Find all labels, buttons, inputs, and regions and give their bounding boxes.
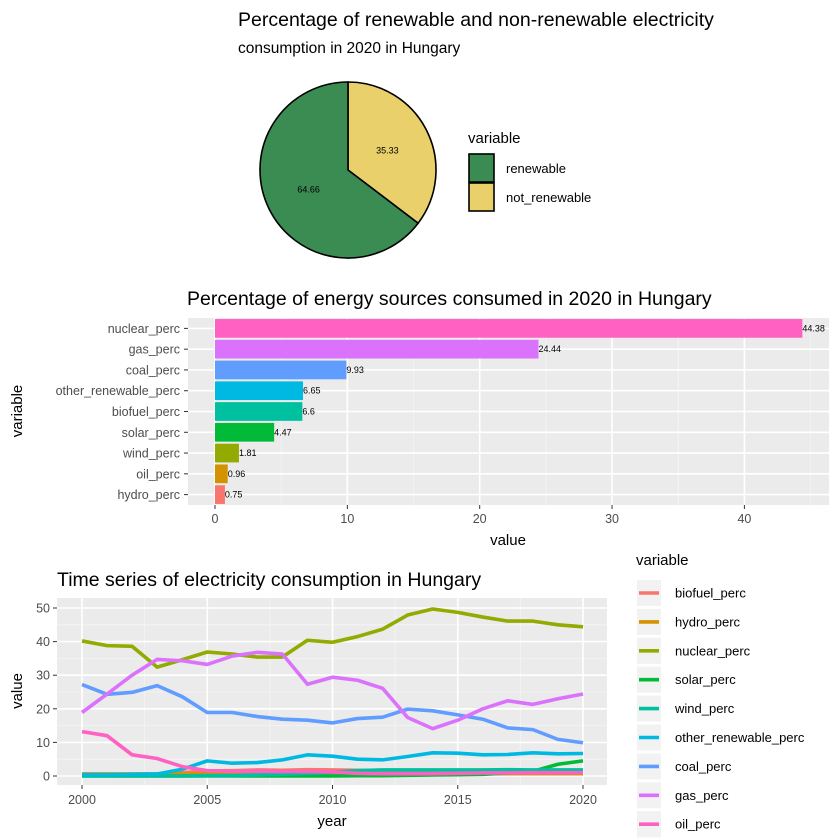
line-series-nuclear-perc: [81, 607, 584, 669]
pie-title: Percentage of renewable and non-renewabl…: [238, 9, 714, 31]
line-legend-label-wind-perc: wind_perc: [674, 701, 735, 716]
line-legend-label-biofuel-perc: biofuel_perc: [675, 586, 746, 601]
bar-x-tick-label: 0: [212, 512, 219, 526]
line-legend-label-gas-perc: gas_perc: [675, 788, 729, 803]
bar-wind-perc: [215, 443, 239, 463]
bar-marks: [215, 319, 803, 504]
bar-category-label-gas-perc: gas_perc: [129, 343, 180, 357]
bar-other-renewable-perc: [215, 381, 304, 401]
line-series: [80, 607, 584, 778]
line-x-axis-title: year: [317, 813, 346, 830]
bar-value-label-gas-perc: 24.44: [538, 344, 561, 354]
bar-value-label-hydro-perc: 0.75: [225, 490, 243, 500]
line-series-oil-perc: [81, 729, 583, 776]
pie-label-renewable: 64.66: [297, 185, 320, 195]
line-legend-label-other-renewable-perc: other_renewable_perc: [675, 730, 805, 745]
pie-value-labels: 35.33 64.66: [297, 145, 398, 194]
bar-value-label-biofuel-perc: 6.6: [302, 407, 315, 417]
bar-oil-perc: [215, 464, 228, 484]
bar-chart: Percentage of energy sources consumed in…: [9, 288, 829, 549]
bar-value-label-coal-perc: 9.93: [346, 365, 364, 375]
bar-category-label-other-renewable-perc: other_renewable_perc: [56, 384, 180, 398]
line-series-other-renewable-perc: [82, 751, 584, 777]
line-x-tick-label: 2005: [193, 793, 221, 807]
pie-subtitle: consumption in 2020 in Hungary: [238, 40, 461, 57]
pie-slice-not-renewable: [347, 81, 437, 225]
line-title: Time series of electricity consumption i…: [57, 569, 481, 591]
pie-legend-label-not-renewable: not_renewable: [506, 190, 591, 205]
line-y-tick-label: 50: [36, 602, 50, 616]
line-y-tick-label: 10: [36, 736, 50, 750]
line-legend-label-coal-perc: coal_perc: [675, 759, 732, 774]
line-legend-title: variable: [636, 552, 689, 569]
bar-solar-perc: [215, 422, 275, 442]
bar-category-label-coal-perc: coal_perc: [126, 363, 180, 377]
line-x-tick-label: 2020: [569, 793, 597, 807]
bar-category-label-oil-perc: oil_perc: [136, 467, 180, 481]
line-legend-label-oil-perc: oil_perc: [675, 817, 721, 832]
line-legend-label-hydro-perc: hydro_perc: [675, 614, 741, 629]
line-x-tick-label: 2010: [319, 793, 347, 807]
line-y-tick-label: 0: [43, 770, 50, 784]
line-x-tick-label: 2000: [68, 793, 96, 807]
bar-title: Percentage of energy sources consumed in…: [187, 288, 712, 310]
line-series-gas-perc: [80, 650, 584, 731]
bar-category-label-biofuel-perc: biofuel_perc: [112, 405, 180, 419]
bar-category-label-wind-perc: wind_perc: [122, 447, 180, 461]
bar-coal-perc: [215, 360, 347, 380]
line-y-axis-title: value: [9, 673, 26, 709]
bar-value-labels: 44.38 24.44 9.93 6.65 6.6 4.47 1.81 0.96 0.75: [225, 323, 825, 499]
pie-label-not-renewable: 35.33: [376, 145, 399, 155]
pie-legend-items: renewable not_renewable: [468, 153, 591, 212]
line-legend-items: biofuel_perc hydro_perc nuclear_perc solar_…: [637, 580, 805, 838]
bar-x-tick-label: 10: [340, 512, 354, 526]
line-series-coal-perc: [81, 682, 584, 745]
pie-legend-label-renewable: renewable: [506, 161, 566, 176]
bar-hydro-perc: [215, 485, 225, 504]
bar-category-labels: nuclear_perc gas_perc coal_perc other_renew…: [56, 322, 188, 502]
line-y-tick-label: 40: [36, 635, 50, 649]
line-legend-label-solar-perc: solar_perc: [675, 672, 736, 687]
bar-x-tick-label: 40: [737, 512, 751, 526]
line-y-tick-labels: 0 10 20 30 40 50: [36, 602, 57, 784]
bar-x-tick-label: 30: [605, 512, 619, 526]
pie-slice-renewable: [259, 81, 420, 259]
pie-legend-key-renewable: [468, 153, 495, 183]
line-y-tick-label: 20: [36, 702, 50, 716]
line-chart: Time series of electricity consumption i…: [9, 552, 805, 838]
bar-category-label-solar-perc: solar_perc: [122, 426, 180, 440]
bar-category-label-nuclear-perc: nuclear_perc: [108, 322, 180, 336]
bar-y-axis-title: variable: [9, 385, 26, 438]
line-x-tick-label: 2015: [444, 793, 472, 807]
line-y-tick-label: 30: [36, 669, 50, 683]
bar-x-tick-label: 20: [473, 512, 487, 526]
bar-value-label-solar-perc: 4.47: [274, 427, 292, 437]
line-x-tick-labels: 2000 2005 2010 2015 2020: [68, 785, 597, 807]
bar-category-label-hydro-perc: hydro_perc: [117, 488, 180, 502]
bar-x-tick-labels: 0 10 20 30 40: [212, 505, 751, 526]
pie-slices: [259, 81, 437, 259]
pie-legend: variable renewable not_renewable: [468, 130, 591, 212]
bar-value-label-other-renewable-perc: 6.65: [303, 386, 321, 396]
bar-x-axis-title: value: [490, 532, 526, 549]
line-legend-label-nuclear-perc: nuclear_perc: [675, 643, 751, 658]
pie-legend-title: variable: [468, 130, 521, 147]
pie-legend-key-not-renewable: [468, 182, 495, 212]
bar-value-label-nuclear-perc: 44.38: [802, 323, 825, 333]
bar-value-label-wind-perc: 1.81: [239, 448, 257, 458]
bar-nuclear-perc: [215, 319, 803, 338]
bar-biofuel-perc: [215, 402, 303, 421]
bar-gas-perc: [215, 339, 539, 359]
line-legend: variable biofuel_perc hydro_perc nuclear_p…: [636, 552, 805, 838]
pie-chart: Percentage of renewable and non-renewabl…: [238, 9, 714, 259]
bar-value-label-oil-perc: 0.96: [228, 469, 246, 479]
